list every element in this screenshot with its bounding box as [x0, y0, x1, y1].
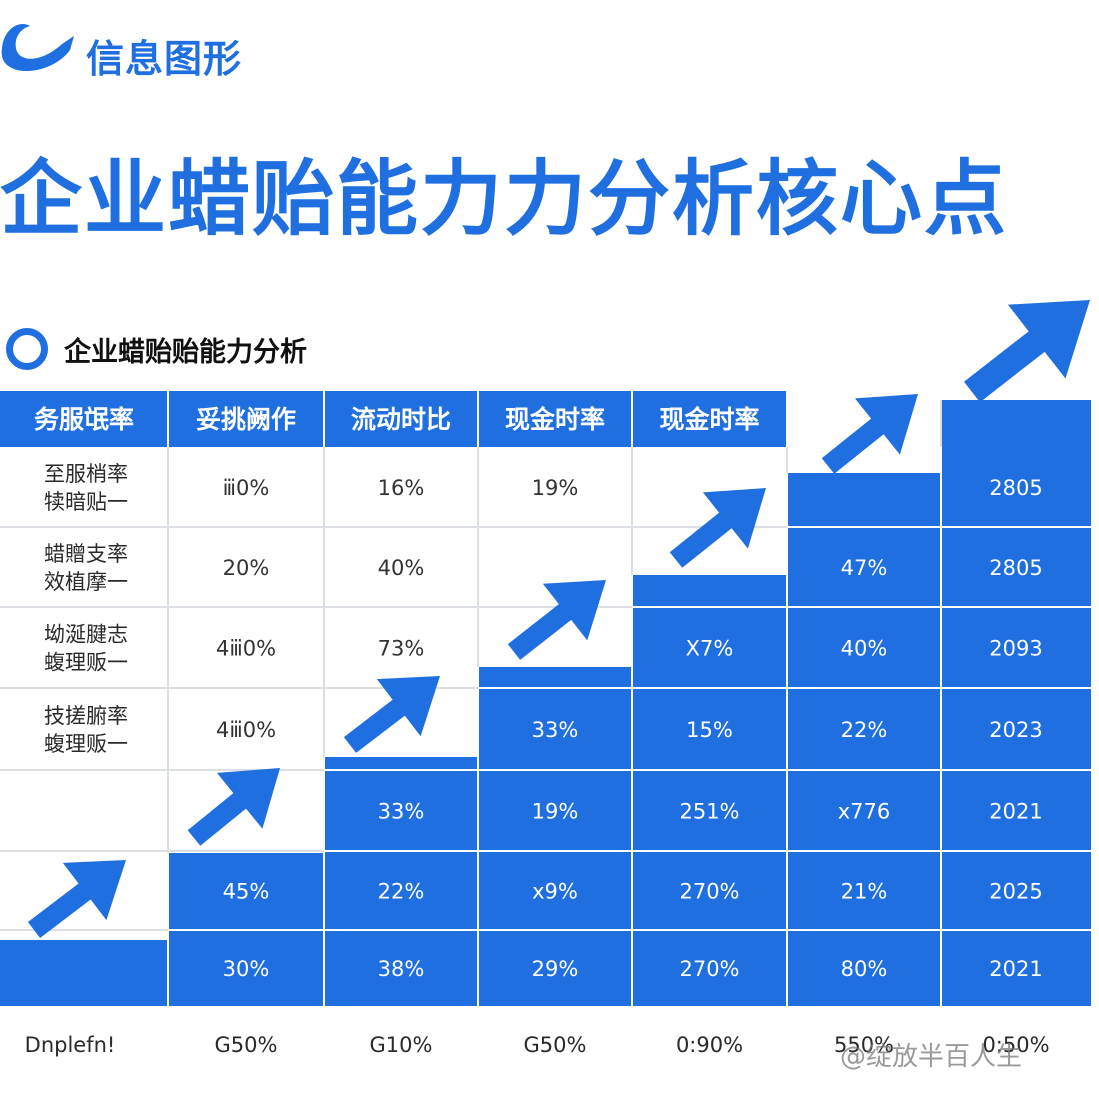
header-cell [632, 391, 787, 447]
value-cell: 270% [679, 957, 739, 981]
value-cell: 45% [223, 880, 270, 904]
row-label: 犊暗贴一 [44, 490, 128, 514]
row-label: 蜡贈支率 [44, 542, 128, 566]
footer-label: 550% [834, 1033, 894, 1057]
header-label: 妥挑阙作 [196, 405, 296, 434]
trend-up-arrow-icon [507, 580, 606, 660]
wave-logo-icon [1, 24, 74, 72]
value-cell: 4ⅲ0% [216, 718, 276, 742]
value-cell: 20% [223, 556, 270, 580]
value-cell: 80% [841, 957, 888, 981]
header-cell [324, 391, 478, 447]
step-block [941, 400, 1091, 1006]
value-cell: 47% [841, 556, 888, 580]
step-block [324, 757, 478, 1006]
step-block [478, 667, 632, 1006]
row-label: 蝮理贩一 [44, 732, 128, 756]
step-block [787, 473, 941, 1006]
header-cell [168, 391, 324, 447]
value-cell: 15% [686, 718, 733, 742]
trend-up-arrow-icon [821, 394, 918, 474]
value-cell: 2805 [989, 556, 1042, 580]
footer-label: G50% [215, 1033, 278, 1057]
value-cell: 2025 [989, 880, 1042, 904]
row-label: 技搓腑率 [44, 704, 128, 728]
footer-label: Dnplefn! [25, 1033, 116, 1057]
value-cell: 2021 [989, 800, 1042, 824]
footer-label: G10% [370, 1033, 433, 1057]
value-cell: 38% [378, 957, 425, 981]
value-cell: 21% [841, 880, 888, 904]
ring-bullet-icon [6, 328, 48, 370]
brand-name: 信息图形 [86, 37, 243, 81]
page-title: 企业蜡贻能力力分析核心点 [0, 152, 1009, 247]
section-heading: 企业蜡贻贻能力分析 [6, 324, 606, 372]
trend-up-arrow-icon [669, 488, 766, 568]
footer-label: 0:50% [982, 1033, 1049, 1057]
value-cell: 16% [378, 476, 425, 500]
value-cell: 40% [378, 556, 425, 580]
row-label: 效植摩一 [44, 570, 128, 594]
value-cell: ⅹ776 [838, 800, 891, 824]
value-cell: 19% [532, 800, 579, 824]
value-cell: X7% [686, 637, 734, 661]
header-cell [478, 391, 632, 447]
value-cell: 19% [532, 476, 579, 500]
value-cell: 251% [679, 800, 739, 824]
value-cell: 2021 [989, 957, 1042, 981]
row-label: 蝮理贩一 [44, 651, 128, 675]
value-cell: 2023 [989, 718, 1042, 742]
trend-up-arrow-icon [187, 768, 280, 846]
value-cell: ⅲ0% [223, 476, 270, 500]
trend-up-arrow-icon [964, 300, 1090, 403]
value-cell: 73% [378, 637, 425, 661]
footer-label: 0:90% [676, 1033, 743, 1057]
step-block [0, 940, 168, 1006]
value-cell: 29% [532, 957, 579, 981]
header-label: 现金时率 [505, 405, 605, 434]
watermark: @绽放半百人生 [840, 1042, 1023, 1072]
trend-up-arrow-icon [343, 676, 440, 753]
header-cell [0, 391, 168, 447]
value-cell: 22% [378, 880, 425, 904]
value-cell: 33% [532, 718, 579, 742]
trend-up-arrow-icon [27, 860, 127, 938]
step-block [632, 575, 787, 1006]
value-cell: 22% [841, 718, 888, 742]
row-label: 坳涎腱志 [44, 623, 128, 647]
value-cell: 2093 [989, 637, 1042, 661]
footer-label: G50% [524, 1033, 587, 1057]
value-cell: 4ⅲ0% [216, 637, 276, 661]
value-cell: 2805 [989, 476, 1042, 500]
value-cell: 33% [378, 800, 425, 824]
header-label: 现金时率 [659, 405, 759, 434]
brand-header: 信息图形 [0, 14, 400, 84]
header-label: 流动时比 [351, 405, 451, 434]
value-cell: ⅹ9% [532, 880, 578, 904]
header-label: 务服氓率 [34, 405, 134, 434]
value-cell: 270% [679, 880, 739, 904]
value-cell: 30% [223, 957, 270, 981]
row-label: 至服梢率 [44, 462, 128, 486]
section-title: 企业蜡贻贻能力分析 [64, 337, 307, 368]
value-cell: 40% [841, 637, 888, 661]
